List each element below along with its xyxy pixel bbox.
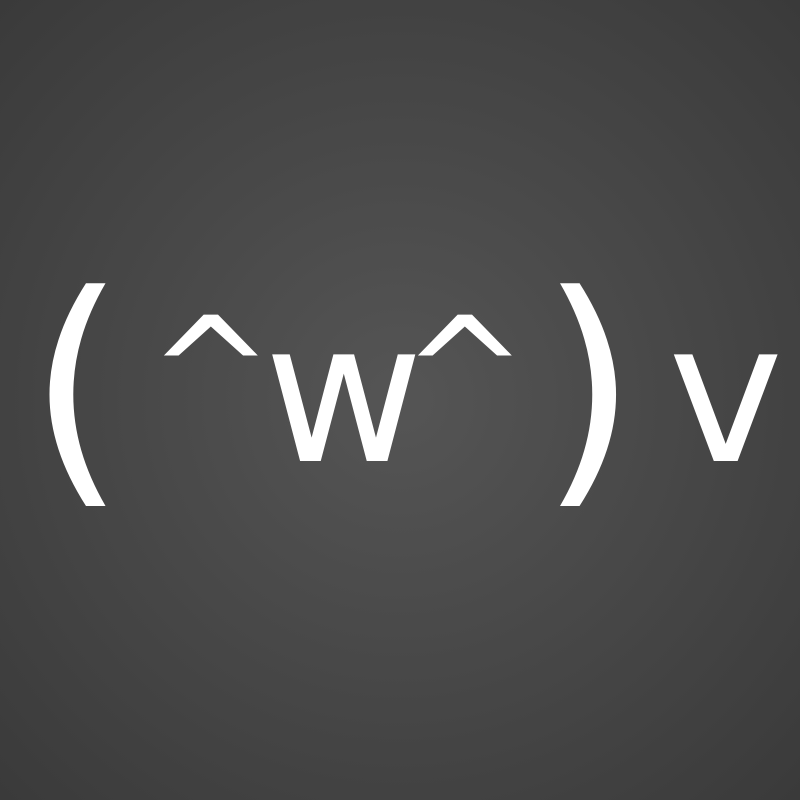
mouth-glyph: w xyxy=(264,280,424,507)
open-paren-glyph: ( xyxy=(28,241,126,532)
left-eye-glyph: ^ xyxy=(148,286,274,460)
close-paren-glyph: ) xyxy=(540,241,638,532)
right-eye-glyph: ^ xyxy=(402,286,528,460)
peace-hand-glyph: v xyxy=(668,280,784,507)
